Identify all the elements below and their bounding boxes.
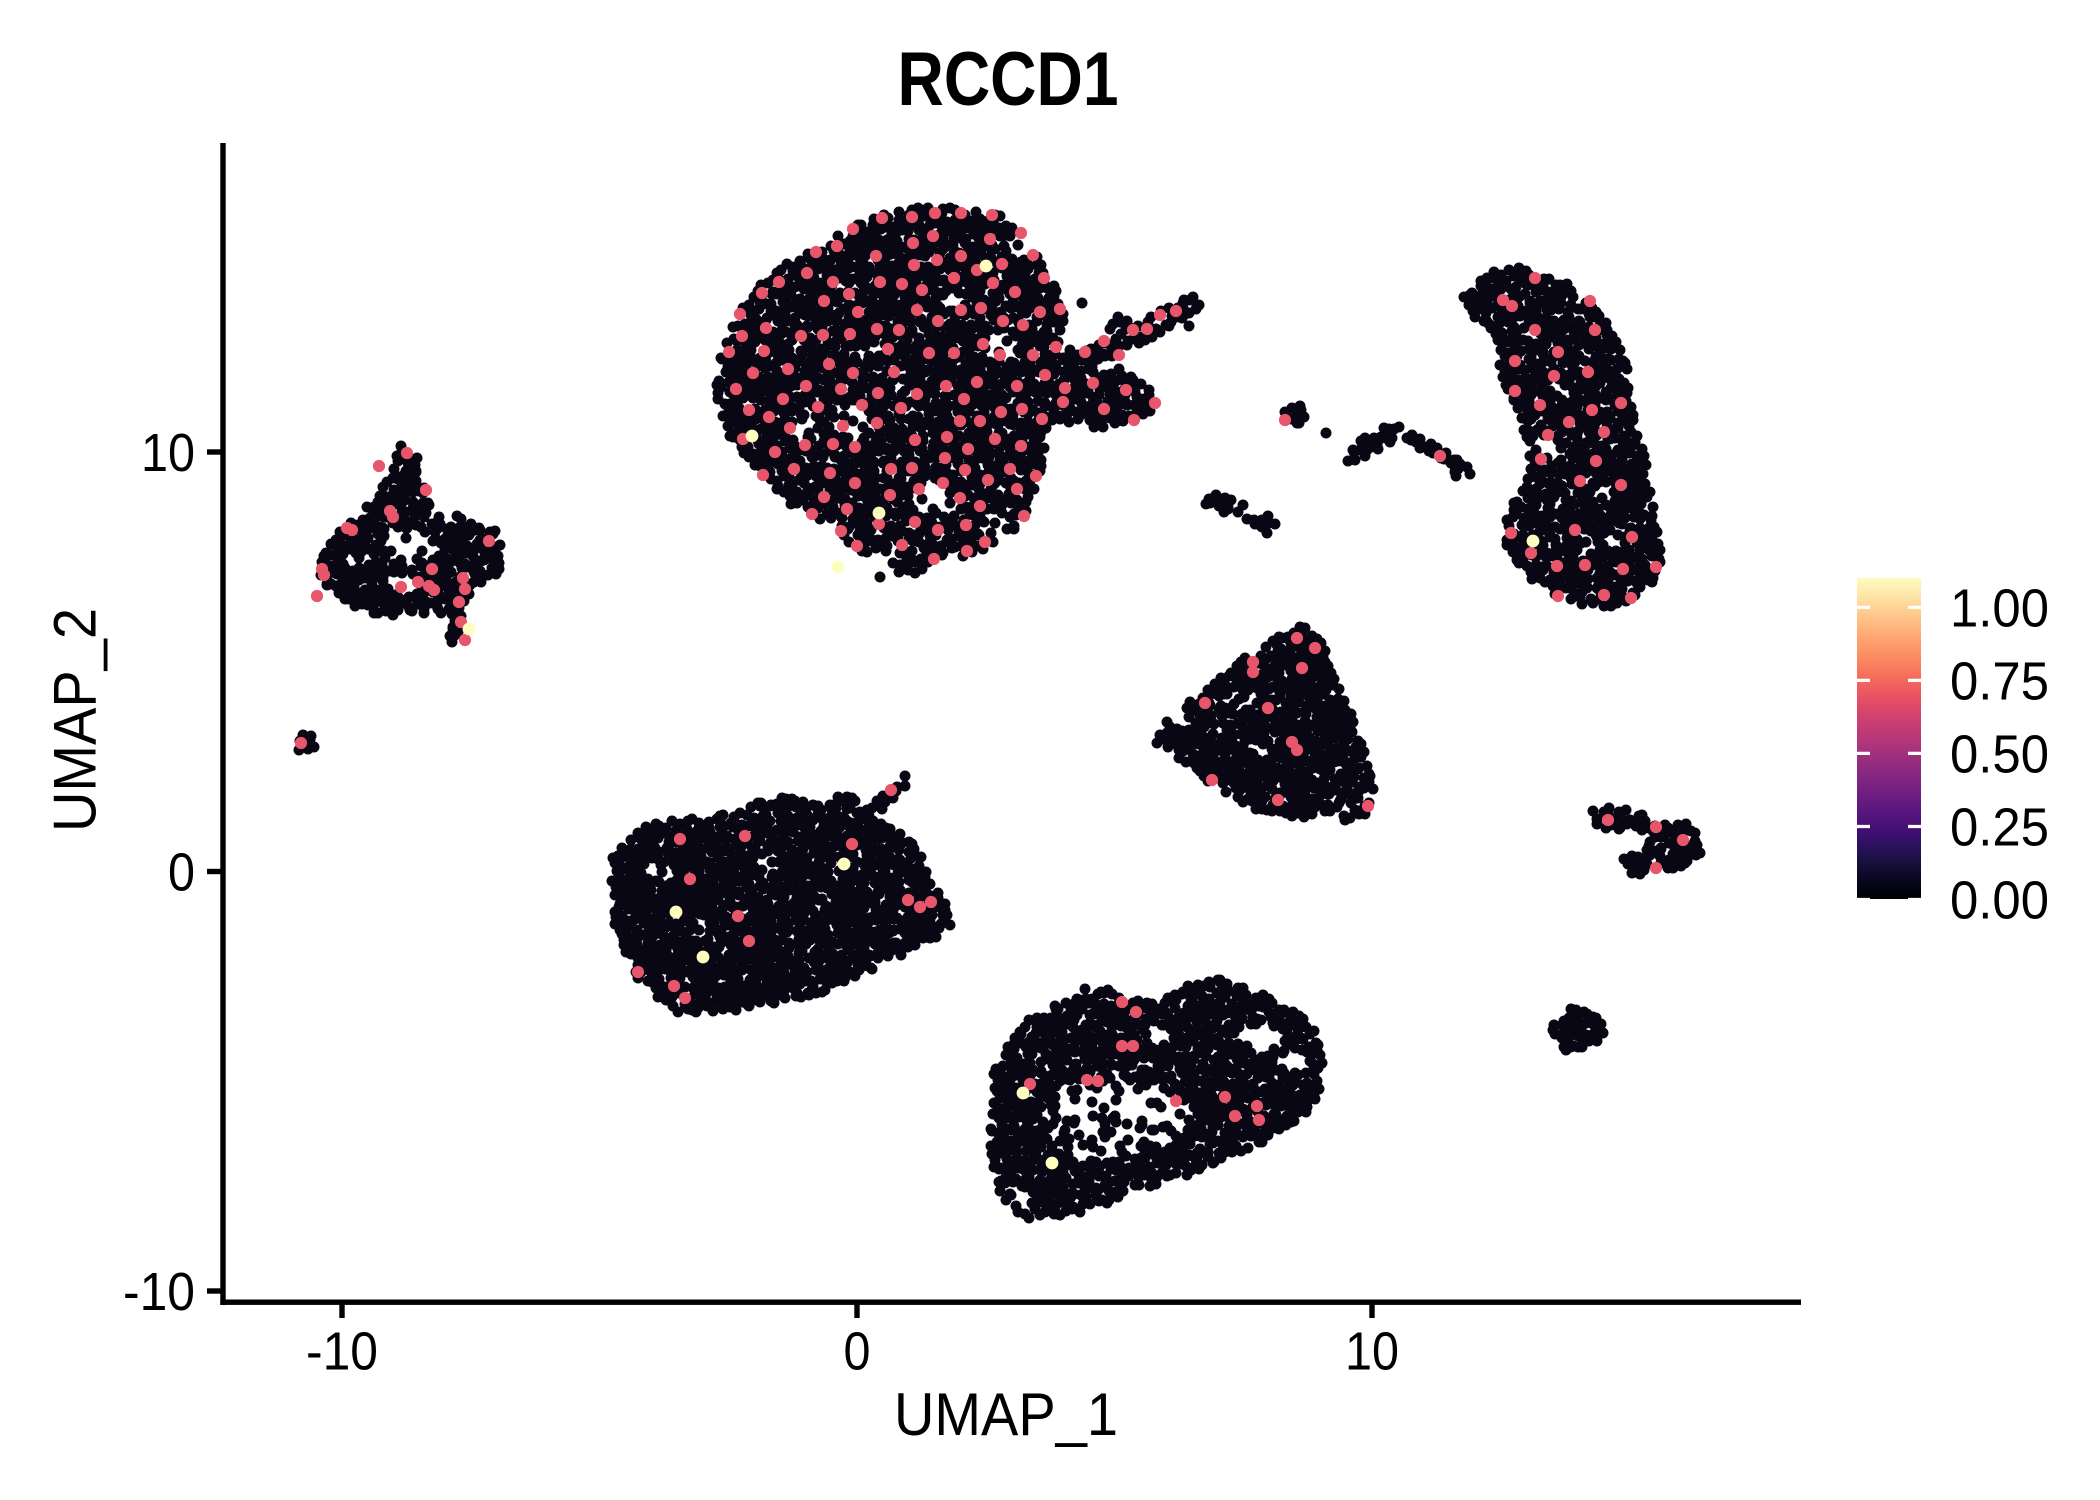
svg-text:0: 0 [844, 1322, 871, 1382]
svg-text:-10: -10 [306, 1322, 378, 1382]
svg-text:RCCD1: RCCD1 [898, 37, 1119, 122]
svg-text:1.00: 1.00 [1950, 578, 2049, 638]
svg-text:0.75: 0.75 [1950, 651, 2049, 711]
svg-text:10: 10 [1345, 1322, 1399, 1382]
svg-text:0.00: 0.00 [1950, 871, 2049, 931]
svg-text:0.50: 0.50 [1950, 724, 2049, 784]
svg-text:0.25: 0.25 [1950, 798, 2049, 858]
svg-text:UMAP_2: UMAP_2 [42, 608, 109, 832]
svg-text:-10: -10 [123, 1262, 195, 1322]
svg-text:10: 10 [141, 423, 195, 483]
svg-text:UMAP_1: UMAP_1 [894, 1381, 1118, 1448]
svg-text:0: 0 [168, 843, 195, 903]
